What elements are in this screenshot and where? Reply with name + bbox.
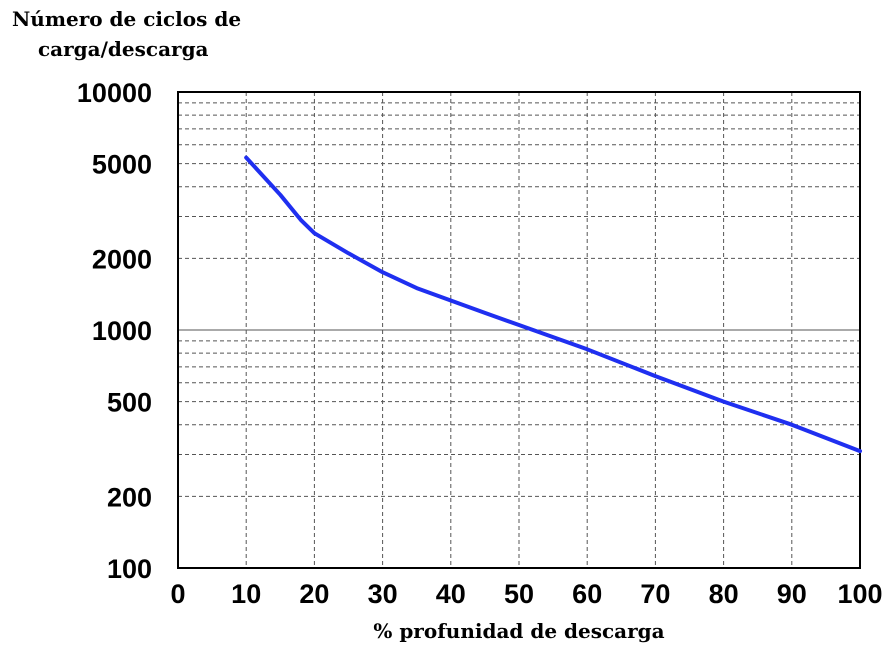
plot-area-frame (177, 91, 861, 569)
y-axis-label-line-1: Número de ciclos de (12, 7, 241, 31)
y-tick-labels: 10000 5000 2000 1000 500 200 100 (77, 78, 152, 584)
x-tick-label: 30 (368, 579, 398, 609)
x-tick-label: 50 (504, 579, 534, 609)
y-axis-label-line-2: carga/descarga (38, 37, 209, 61)
y-tick-label: 10000 (77, 78, 152, 108)
x-tick-label: 90 (777, 579, 807, 609)
x-axis-label: % profunidad de descarga (373, 619, 664, 643)
x-tick-label: 20 (299, 579, 329, 609)
x-tick-label: 10 (231, 579, 261, 609)
y-tick-label: 100 (107, 554, 152, 584)
x-tick-label: 40 (436, 579, 466, 609)
y-tick-label: 2000 (92, 244, 152, 274)
x-tick-label: 60 (572, 579, 602, 609)
series-line (244, 155, 862, 454)
x-tick-label: 100 (837, 579, 882, 609)
x-tick-label: 70 (640, 579, 670, 609)
y-tick-label: 500 (107, 388, 152, 418)
y-tick-label: 5000 (92, 150, 152, 180)
y-tick-label: 200 (107, 482, 152, 512)
x-tick-label: 80 (709, 579, 739, 609)
x-tick-labels: 0 10 20 30 40 50 60 70 80 90 100 (170, 579, 882, 609)
x-tick-label: 0 (170, 579, 185, 609)
grid (178, 92, 860, 568)
series-layer (244, 155, 862, 454)
y-tick-label: 1000 (92, 316, 152, 346)
